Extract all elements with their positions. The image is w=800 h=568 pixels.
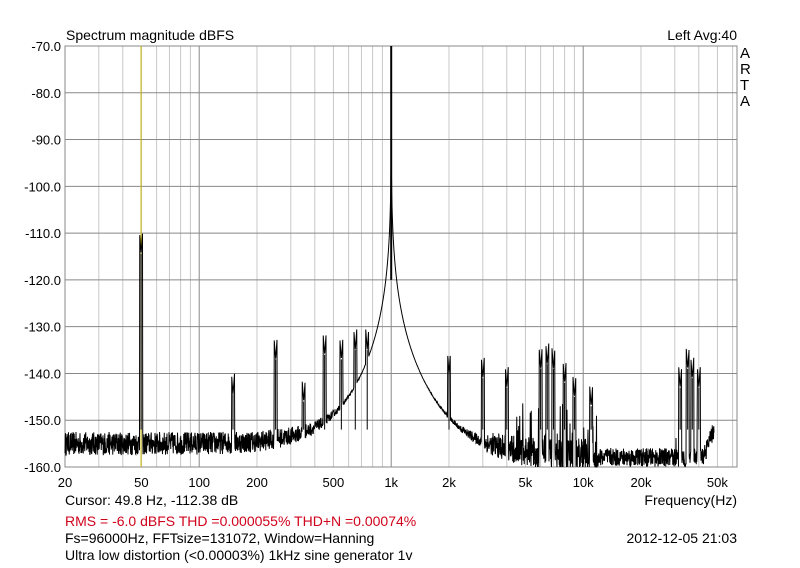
description-text: Ultra low distortion (<0.00003%) 1kHz si… [65,547,413,563]
measurement-readout: RMS = -6.0 dBFS THD =0.000055% THD+N =0.… [65,513,417,529]
x-tick-label: 100 [188,475,210,490]
x-tick-label: 20 [58,475,72,490]
x-tick-label: 2k [442,475,456,490]
y-tick-label: -120.0 [24,273,61,288]
y-tick-label: -150.0 [24,413,61,428]
y-tick-label: -140.0 [24,366,61,381]
channel-label: Left Avg:40 [667,27,737,43]
y-tick-label: -100.0 [24,179,61,194]
plot-frame [64,45,738,468]
x-tick-label: 10k [573,475,594,490]
x-tick-label: 20k [631,475,652,490]
x-tick-label: 5k [519,475,533,490]
x-tick-label: 200 [246,475,268,490]
chart-title: Spectrum magnitude dBFS [66,27,235,43]
y-tick-label: -110.0 [25,226,61,241]
datetime: 2012-12-05 21:03 [626,530,737,546]
y-tick-label: -70.0 [31,39,61,54]
x-tick-label: 50 [134,475,148,490]
y-tick-label: -160.0 [24,460,61,475]
x-axis-label: Frequency(Hz) [644,492,737,508]
brand-label: ARTA [740,45,751,110]
settings-text: Fs=96000Hz, FFTsize=131072, Window=Hanni… [65,530,375,546]
cursor-readout: Cursor: 49.8 Hz, -112.38 dB [65,492,239,508]
x-tick-label: 50k [707,475,728,490]
x-tick-label: 1k [384,475,398,490]
spectrum-trace [64,136,715,468]
y-tick-label: -80.0 [31,86,61,101]
y-tick-label: -130.0 [24,320,61,335]
y-tick-label: -90.0 [31,133,61,148]
x-tick-label: 500 [323,475,345,490]
